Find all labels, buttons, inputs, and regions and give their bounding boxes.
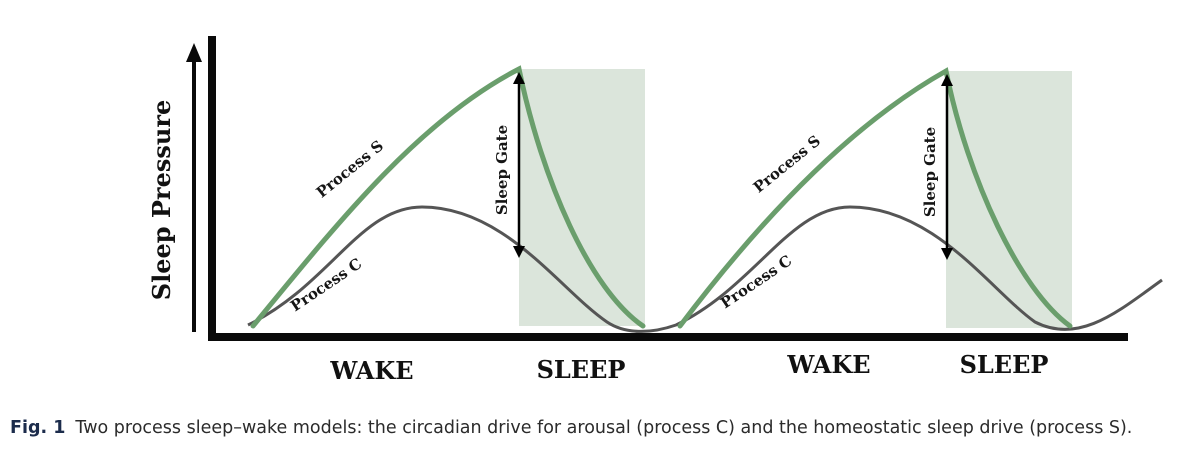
process-s-label-2: Process S [750, 132, 824, 197]
figure-caption: Fig. 1 Two process sleep–wake models: the… [10, 418, 1200, 438]
sleep-period-shading-1 [519, 69, 645, 326]
process-c-curve [247, 205, 1163, 333]
sleep-period-shading-2 [946, 71, 1072, 328]
phase-label-sleep-1: SLEEP [537, 355, 626, 384]
phase-label-wake-2: WAKE [786, 350, 870, 379]
process-c-label-1: Process C [287, 254, 365, 315]
phase-label-sleep-2: SLEEP [960, 350, 1049, 379]
sleep-gate-label-2: Sleep Gate [921, 127, 939, 217]
caption-text: Two process sleep–wake models: the circa… [75, 418, 1133, 438]
sleep-gate-arrow-2 [941, 74, 953, 260]
figure-number: Fig. 1 [10, 418, 66, 438]
process-s-label-1: Process S [313, 137, 387, 202]
phase-label-wake-1: WAKE [329, 356, 413, 385]
sleep-gate-arrow-1 [513, 72, 525, 258]
sleep-pressure-up-arrow [186, 43, 202, 332]
process-s-curve [250, 65, 1073, 329]
y-axis-label: Sleep Pressure [147, 100, 176, 300]
two-process-diagram: Sleep Pressure Process S Process C Proce… [147, 36, 1163, 385]
sleep-gate-label-1: Sleep Gate [493, 125, 511, 215]
